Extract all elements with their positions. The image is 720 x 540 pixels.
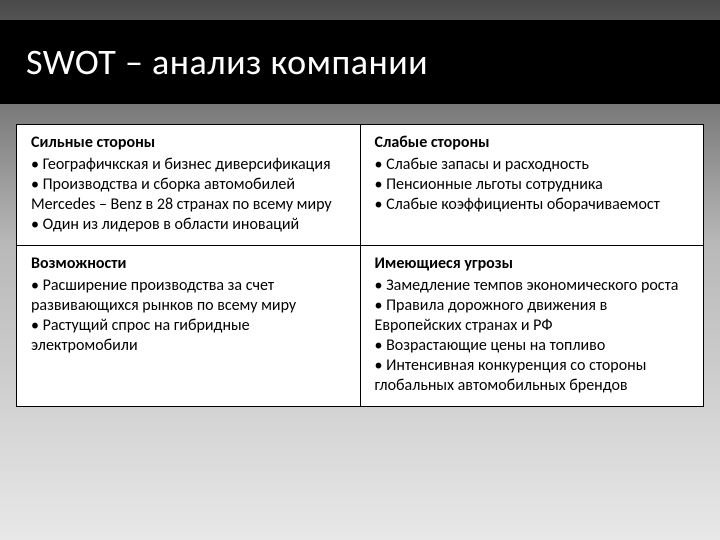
table-row: Возможности • Расширение производства за… <box>17 246 704 407</box>
bullet: • Возрастающие цены на топливо <box>375 336 690 356</box>
bullet: • Расширение производства за счет развив… <box>31 276 346 316</box>
cell-heading-threats: Имеющиеся угрозы <box>375 254 690 274</box>
cell-opportunities: Возможности • Расширение производства за… <box>17 246 361 407</box>
bullet: • Географичкская и бизнес диверсификация <box>31 155 346 175</box>
bullet: • Замедление темпов экономического роста <box>375 276 690 296</box>
cell-heading-strengths: Сильные стороны <box>31 133 346 153</box>
bullet: • Растущий спрос на гибридные электромоб… <box>31 316 346 356</box>
slide: SWOT – анализ компании Сильные стороны •… <box>0 0 720 540</box>
cell-heading-opportunities: Возможности <box>31 254 346 274</box>
cell-heading-weaknesses: Слабые стороны <box>375 133 690 153</box>
swot-table: Сильные стороны • Географичкская и бизне… <box>16 124 704 407</box>
cell-weaknesses: Слабые стороны • Слабые запасы и расходн… <box>360 125 704 246</box>
bullet: • Интенсивная конкуренция со стороны гло… <box>375 356 690 396</box>
cell-strengths: Сильные стороны • Географичкская и бизне… <box>17 125 361 246</box>
bullet: • Пенсионные льготы сотрудника <box>375 175 690 195</box>
table-row: Сильные стороны • Географичкская и бизне… <box>17 125 704 246</box>
bullet: • Слабые запасы и расходность <box>375 155 690 175</box>
bullet: • Один из лидеров в области иноваций <box>31 215 346 235</box>
cell-threats: Имеющиеся угрозы • Замедление темпов эко… <box>360 246 704 407</box>
bullet: • Правила дорожного движения в Европейск… <box>375 296 690 336</box>
title-bar: SWOT – анализ компании <box>0 20 720 104</box>
slide-title: SWOT – анализ компании <box>26 40 428 84</box>
bullet: • Слабые коэффициенты оборачиваемост <box>375 195 690 215</box>
bullet: • Производства и сборка автомобилей Merc… <box>31 175 346 215</box>
